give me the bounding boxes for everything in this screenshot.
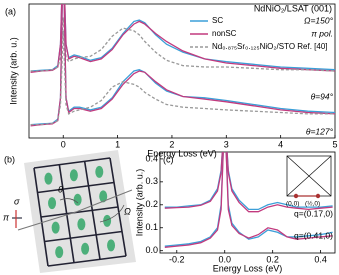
series-line (164, 152, 333, 248)
y-tick-label: 0.2 (145, 199, 158, 209)
orbital (107, 239, 116, 252)
pi-label: π (3, 212, 10, 222)
y-tick-label: 0.1 (145, 222, 158, 232)
annotation: q=(0.41,0) (294, 230, 333, 240)
series-line (30, 4, 335, 127)
x-tick-label: 4 (278, 139, 283, 149)
lattice-line (37, 181, 115, 194)
y-tick-label: 0.4 (145, 153, 158, 163)
y-axis-label: Intensity (arb. u.) (134, 169, 144, 237)
series-line (30, 30, 335, 126)
panel-b: (b) π σ θ Ω (3, 150, 136, 273)
theta-label: θ (58, 184, 63, 194)
panel-label: (b) (4, 154, 15, 164)
x-tick-label: 0.4 (314, 254, 327, 264)
lattice-line (33, 157, 111, 169)
orbital (51, 221, 60, 234)
orbital (44, 172, 53, 185)
annotation: Ω=150° (304, 15, 334, 25)
sigma-label: σ (14, 196, 20, 206)
annotation: θ=127° (306, 126, 334, 136)
series-line (30, 4, 335, 126)
legend-label: SC (212, 16, 223, 25)
annotation: θ=94° (311, 91, 334, 101)
x-tick-label: 3 (224, 139, 229, 149)
legend-label: Nd₀.₈₇₅Sr₀.₁₂₅NiO₂/STO Ref. [40] (212, 42, 328, 51)
x-tick-label: 2 (169, 139, 174, 149)
y-axis-label: Intensity (arb. u.) (8, 37, 18, 105)
incident-beam (17, 211, 77, 231)
theta-arc (59, 198, 79, 204)
orbital (69, 169, 78, 182)
y-tick-label: 0.3 (145, 176, 158, 186)
lattice-line (47, 255, 127, 267)
chart-title: NdNiO₂/LSAT (001) (254, 3, 332, 13)
series-line (164, 152, 333, 213)
plot-frame (159, 151, 336, 254)
x-axis-label: Energy Loss (eV) (147, 148, 217, 158)
orbital (55, 246, 64, 259)
inset-point (293, 193, 299, 199)
lattice-line (40, 206, 119, 218)
x-tick-label: 5 (332, 139, 337, 149)
orbital (95, 165, 104, 178)
y-tick-label: 0.0 (145, 245, 158, 255)
orbital (73, 193, 82, 206)
omega-label: Ω (124, 206, 131, 216)
annotation: q=(0.17,0) (294, 208, 333, 218)
panel-label: (a) (5, 6, 16, 16)
lattice-line (44, 230, 123, 243)
inset-diag (286, 155, 332, 197)
series-line (164, 152, 333, 247)
omega-arc (99, 204, 125, 223)
annotation: (0,0) (286, 201, 299, 208)
orbital (103, 214, 112, 227)
annotation: (½,0) (305, 200, 320, 208)
x-tick-label: 0.0 (218, 254, 231, 264)
inset-point (315, 193, 321, 199)
x-tick-label: 1 (115, 139, 120, 149)
plot-frame (28, 3, 336, 139)
orbital (81, 242, 90, 255)
x-axis-label: Energy Loss (eV) (213, 263, 283, 273)
legend-label: nonSC (212, 29, 237, 38)
x-tick-label: -0.2 (169, 254, 185, 264)
panel-label: (c) (163, 154, 174, 164)
orbital (77, 218, 86, 231)
x-tick-label: 0 (61, 139, 66, 149)
scattered-beam (75, 189, 133, 213)
series-line (30, 4, 335, 73)
plot-area (30, 4, 335, 127)
plot-area (164, 152, 333, 248)
x-tick-label: 0.2 (266, 254, 279, 264)
annotation: π pol. (311, 28, 333, 38)
series-line (30, 17, 335, 72)
orbital (48, 197, 57, 210)
lattice (33, 157, 127, 267)
orbital (99, 190, 108, 203)
